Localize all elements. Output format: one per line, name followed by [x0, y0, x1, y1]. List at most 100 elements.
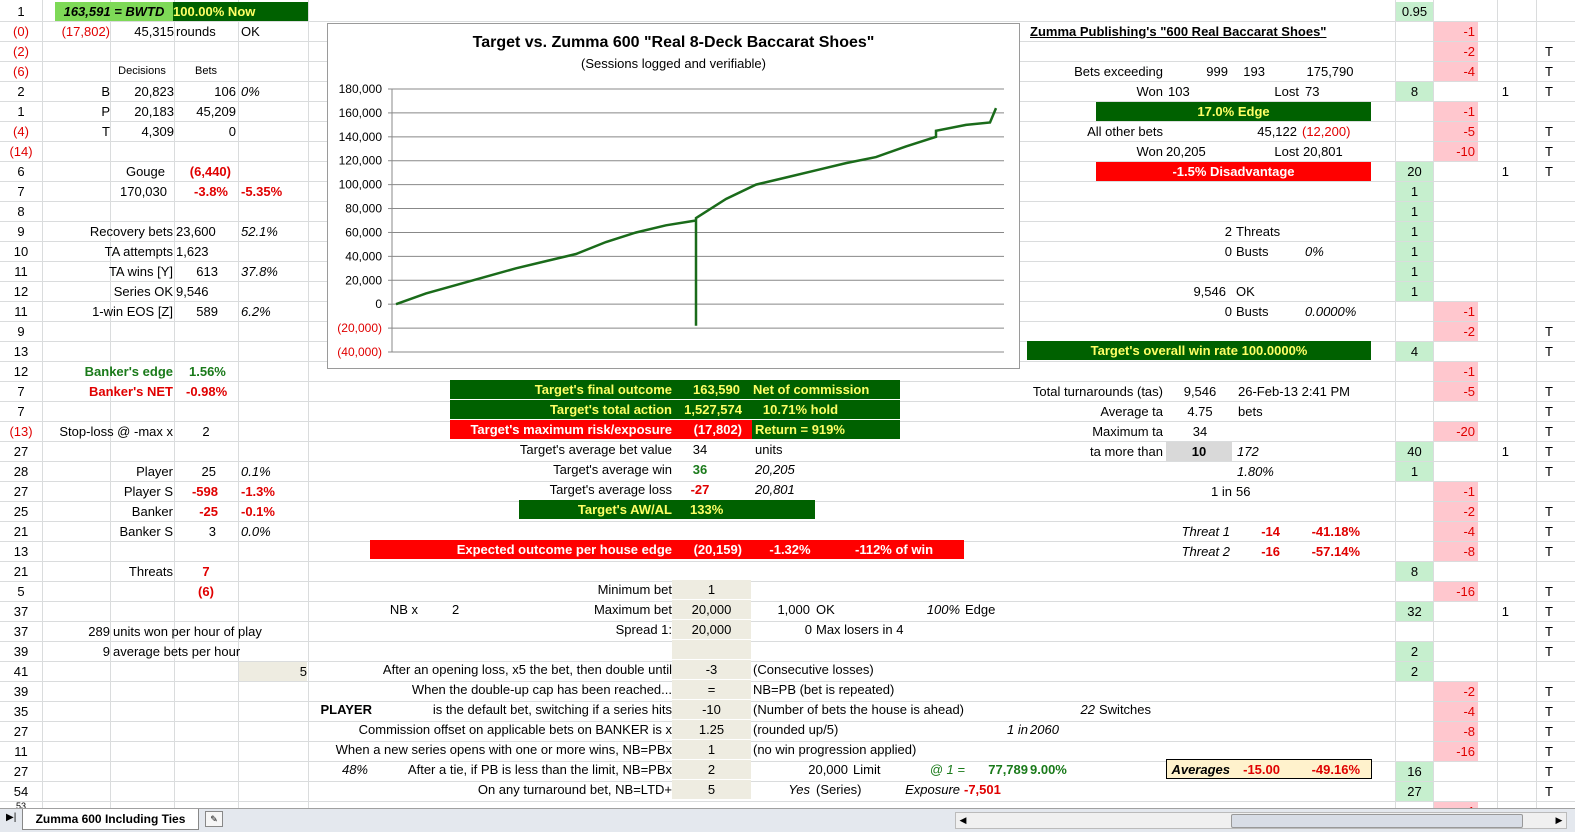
cell[interactable]: Target's overall win rate 100.0000% [1027, 341, 1371, 360]
cell[interactable]: (13) [9, 424, 33, 439]
cell[interactable]: 2 [1224, 224, 1232, 239]
cell[interactable]: 77,789 [988, 762, 1028, 777]
cell[interactable]: 0% [1305, 244, 1324, 259]
cell[interactable]: OK [816, 602, 835, 617]
cell[interactable]: Average ta [1100, 404, 1163, 419]
cell[interactable]: 34 [692, 442, 708, 457]
cell[interactable]: T [1545, 544, 1553, 559]
cell[interactable]: 0 [1224, 304, 1232, 319]
cell[interactable]: ta more than [1090, 444, 1163, 459]
cell[interactable]: 1 [1396, 242, 1433, 261]
cell[interactable]: 1 [17, 104, 25, 119]
cell[interactable]: T [1545, 164, 1553, 179]
cell[interactable]: T [1545, 764, 1553, 779]
cell[interactable]: Series OK [113, 284, 173, 299]
cell[interactable]: T [1545, 124, 1553, 139]
cell[interactable]: 6.2% [241, 304, 271, 319]
cell[interactable]: 1 [1501, 84, 1509, 99]
cell[interactable]: 37 [13, 604, 29, 619]
cell[interactable]: 1 [1396, 222, 1433, 241]
cell[interactable] [450, 380, 900, 399]
cell[interactable]: 16 [1396, 762, 1433, 781]
cell[interactable]: T [1545, 524, 1553, 539]
cell[interactable]: 11 [14, 304, 28, 319]
cell[interactable]: Max losers in 4 [816, 622, 904, 637]
cell[interactable]: Banker's NET [88, 384, 173, 399]
cell[interactable]: 613 [196, 264, 218, 279]
cell[interactable]: T [1545, 44, 1553, 59]
scroll-thumb[interactable] [1231, 814, 1523, 828]
cell[interactable]: TA attempts [104, 244, 173, 259]
cell[interactable]: T [1545, 684, 1553, 699]
cell[interactable]: 1 [1501, 444, 1509, 459]
cell[interactable]: 27 [13, 444, 29, 459]
cell[interactable]: 32 [1396, 602, 1433, 621]
cell[interactable]: 1 [672, 580, 751, 599]
cell[interactable]: T [1545, 704, 1553, 719]
cell[interactable]: P [101, 104, 110, 119]
cell[interactable]: 20,000 [672, 620, 751, 639]
cell[interactable]: -7,501 [964, 782, 1001, 797]
cell[interactable]: 17.0% Edge [1096, 102, 1371, 121]
cell[interactable]: -57.14% [1311, 544, 1360, 559]
cell[interactable]: 589 [196, 304, 218, 319]
cell[interactable]: 36 [692, 462, 708, 477]
cell[interactable]: -5.35% [241, 184, 283, 199]
cell[interactable]: 5 [672, 780, 751, 799]
cell[interactable]: 9,546 [1183, 384, 1217, 399]
cell[interactable]: Threats [128, 564, 173, 579]
cell[interactable]: Return = 919% [755, 422, 845, 437]
cell[interactable]: 2 [202, 424, 210, 439]
cell[interactable]: 2 [672, 760, 751, 779]
cell[interactable]: Commission offset on applicable bets on … [358, 722, 672, 737]
cell[interactable]: 21 [13, 524, 29, 539]
cell[interactable]: 1.25 [672, 720, 751, 739]
cell[interactable]: (6,440) [189, 164, 231, 179]
cell[interactable]: Banker S [119, 524, 173, 539]
cell[interactable]: -8 [1434, 722, 1478, 741]
cell[interactable]: 27 [13, 484, 29, 499]
cell[interactable]: B [101, 84, 110, 99]
new-sheet-icon[interactable]: ✎ [205, 811, 223, 827]
cell[interactable]: (Series) [816, 782, 862, 797]
cell[interactable]: 9 [17, 324, 25, 339]
cell[interactable]: -4 [1434, 522, 1478, 541]
cell[interactable]: 27 [13, 764, 29, 779]
cell[interactable]: -15.00 [1243, 762, 1280, 777]
cell[interactable]: 100.00% Now [173, 2, 308, 21]
cell[interactable]: 8 [1396, 82, 1433, 101]
cell[interactable]: (20,159) [693, 542, 742, 557]
cell[interactable]: 172 [1237, 444, 1259, 459]
cell[interactable]: 1 in [1007, 722, 1028, 737]
cell[interactable]: Maximum bet [593, 602, 672, 617]
cell[interactable]: 1 [1396, 202, 1433, 221]
cell[interactable]: 0.0000% [1305, 304, 1357, 319]
cell[interactable]: Threat 2 [1181, 544, 1230, 559]
cell[interactable]: Banker's edge [84, 364, 173, 379]
cell[interactable]: 1,000 [777, 602, 810, 617]
cell[interactable]: T [1545, 624, 1553, 639]
cell[interactable]: 4 [1396, 342, 1433, 361]
cell[interactable]: 12 [13, 284, 29, 299]
cell[interactable]: 48% [341, 762, 368, 777]
cell[interactable]: 7 [17, 184, 25, 199]
cell[interactable]: units [755, 442, 783, 457]
cell[interactable]: Player [136, 464, 173, 479]
cell[interactable]: 3 [208, 524, 216, 539]
cell[interactable]: -1 [1434, 102, 1478, 121]
cell[interactable]: Busts [1236, 304, 1269, 319]
cell[interactable]: 103 [1168, 84, 1190, 99]
cell[interactable]: 9 [17, 224, 25, 239]
cell[interactable]: 1 [1396, 282, 1433, 301]
cell[interactable]: T [1545, 444, 1553, 459]
cell[interactable]: 37 [13, 624, 29, 639]
cell[interactable]: -0.98% [186, 384, 228, 399]
cell[interactable]: 0% [241, 84, 260, 99]
cell[interactable]: 1-win EOS [Z] [92, 304, 173, 319]
cell[interactable] [1166, 759, 1372, 779]
cell[interactable]: T [1545, 644, 1553, 659]
cell[interactable]: 100% [926, 602, 960, 617]
cell[interactable]: 6 [17, 164, 25, 179]
cell[interactable]: 163,590 [693, 382, 740, 397]
cell[interactable]: -1.3% [241, 484, 275, 499]
